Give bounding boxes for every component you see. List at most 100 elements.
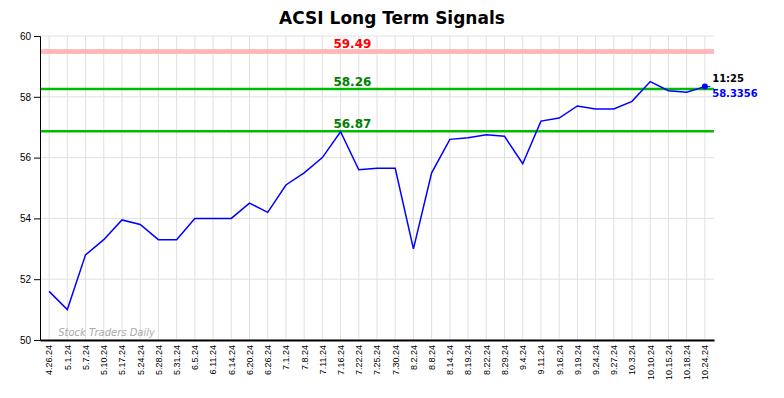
x-tick-label: 4.26.24 <box>44 345 54 375</box>
grid-line-x <box>121 36 122 340</box>
reference-line <box>40 130 714 133</box>
reference-band <box>40 49 714 54</box>
x-tick: 8.2.24 <box>409 340 419 370</box>
x-tick: 6.14.24 <box>227 340 237 375</box>
grid-line-x <box>632 36 633 340</box>
x-tick: 7.22.24 <box>354 340 364 375</box>
y-tick-label: 60 <box>20 31 32 42</box>
x-tick-label: 5.17.24 <box>117 345 127 375</box>
x-tick-label: 5.24.24 <box>136 345 146 375</box>
y-tick: 52 <box>20 274 40 285</box>
end-point <box>702 84 708 90</box>
x-tick-label: 5.7.24 <box>81 345 91 370</box>
x-tick: 5.31.24 <box>172 340 182 375</box>
grid-line-y <box>40 340 714 341</box>
x-tick-label: 9.24.24 <box>591 345 601 375</box>
grid-line-x <box>49 36 50 340</box>
x-tick: 9.27.24 <box>609 340 619 375</box>
x-tick-label: 7.22.24 <box>354 345 364 375</box>
grid-line-x <box>267 36 268 340</box>
x-tick: 7.11.24 <box>318 340 328 374</box>
x-tick-label: 6.26.24 <box>263 345 273 375</box>
chart: ACSI Long Term Signals5052545658604.26.2… <box>0 0 784 398</box>
grid-line-x <box>285 36 286 340</box>
grid-line-x <box>522 36 523 340</box>
x-tick: 6.26.24 <box>263 340 273 375</box>
y-tick: 50 <box>20 335 40 346</box>
grid-line-x <box>468 36 469 340</box>
x-tick-label: 7.16.24 <box>336 345 346 375</box>
x-tick: 6.20.24 <box>245 340 255 375</box>
x-tick-label: 8.29.24 <box>500 345 510 375</box>
x-tick-label: 10.15.24 <box>664 345 674 380</box>
x-tick: 6.5.24 <box>190 340 200 370</box>
x-tick: 5.1.24 <box>63 340 73 370</box>
grid-line-x <box>559 36 560 340</box>
x-tick: 5.7.24 <box>81 340 91 370</box>
y-axis-line <box>34 37 41 341</box>
x-tick: 8.19.24 <box>463 340 473 375</box>
grid-line-x <box>704 36 705 340</box>
grid-line-x <box>449 36 450 340</box>
grid-line-x <box>322 36 323 340</box>
x-tick-label: 9.27.24 <box>609 345 619 375</box>
x-tick-label: 10.10.24 <box>646 345 656 380</box>
y-tick-label: 54 <box>20 213 32 224</box>
grid-line-x <box>158 36 159 340</box>
x-tick: 8.8.24 <box>427 340 437 370</box>
line <box>49 82 705 310</box>
x-tick: 8.22.24 <box>482 340 492 375</box>
grid-line-x <box>176 36 177 340</box>
x-tick: 10.24.24 <box>700 340 710 380</box>
x-tick-label: 6.5.24 <box>190 345 200 370</box>
x-tick-label: 9.19.24 <box>573 345 583 375</box>
x-tick-label: 7.30.24 <box>391 345 401 375</box>
grid-line-x <box>577 36 578 340</box>
x-axis-line <box>41 340 715 342</box>
x-tick: 5.28.24 <box>154 340 164 375</box>
x-tick-label: 6.20.24 <box>245 345 255 375</box>
y-tick: 54 <box>20 213 40 224</box>
grid-line-x <box>377 36 378 340</box>
x-tick: 10.10.24 <box>646 340 656 380</box>
reference-label: 58.26 <box>333 75 371 89</box>
grid-line-x <box>431 36 432 340</box>
reference-label: 56.87 <box>333 117 371 131</box>
x-tick-label: 10.18.24 <box>682 345 692 380</box>
x-tick: 8.29.24 <box>500 340 510 375</box>
x-tick: 10.3.24 <box>627 340 637 375</box>
end-value-label: 58.3356 <box>712 88 758 99</box>
x-tick-label: 9.11.24 <box>536 345 546 374</box>
reference-line <box>40 88 714 91</box>
x-tick-label: 8.14.24 <box>445 345 455 375</box>
x-tick: 5.10.24 <box>99 340 109 375</box>
x-tick-label: 7.11.24 <box>318 345 328 374</box>
x-tick: 8.14.24 <box>445 340 455 375</box>
reference-label: 59.49 <box>333 37 371 51</box>
x-tick: 10.15.24 <box>664 340 674 380</box>
x-tick-label: 9.4.24 <box>518 345 528 370</box>
y-tick: 60 <box>20 31 40 42</box>
y-tick-mark <box>34 97 40 98</box>
grid-line-x <box>249 36 250 340</box>
x-axis: 4.26.24 5.1.24 5.7.24 5.10.24 5.17.24 5.24.24… <box>41 340 715 380</box>
y-tick-mark <box>34 158 40 159</box>
y-tick: 56 <box>20 152 40 163</box>
grid-line-x <box>67 36 68 340</box>
grid-line-x <box>85 36 86 340</box>
grid-line-x <box>140 36 141 340</box>
y-tick-mark <box>34 340 40 341</box>
x-tick-label: 8.8.24 <box>427 345 437 370</box>
grid-line-x <box>103 36 104 340</box>
x-tick: 7.8.24 <box>300 340 310 370</box>
x-tick-label: 10.24.24 <box>700 345 710 380</box>
y-tick-mark <box>34 218 40 219</box>
y-tick-label: 52 <box>20 274 32 285</box>
x-tick-label: 5.1.24 <box>63 345 73 370</box>
marks <box>40 49 714 310</box>
x-tick: 10.18.24 <box>682 340 692 380</box>
x-tick-label: 5.10.24 <box>99 345 109 375</box>
end-label: 11:25 <box>712 73 744 84</box>
x-tick: 7.25.24 <box>372 340 382 375</box>
x-tick-label: 8.22.24 <box>482 345 492 375</box>
